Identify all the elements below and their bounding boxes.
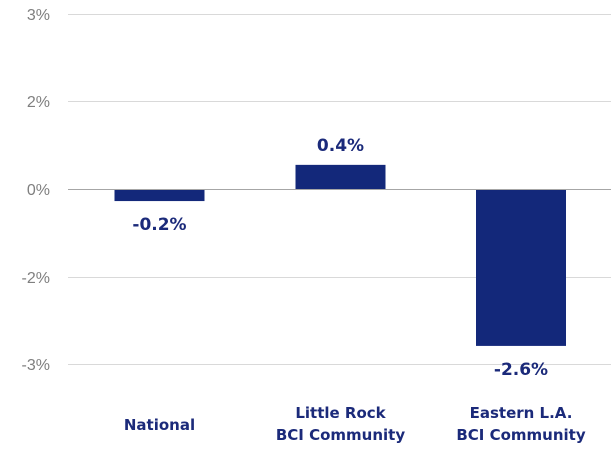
category-label: BCI Community	[456, 426, 585, 444]
y-tick-label: -3%	[22, 357, 50, 374]
bars	[114, 164, 566, 346]
y-tick-label: 3%	[27, 7, 50, 24]
bar	[295, 164, 386, 189]
category-labels: National Little Rock BCI Community Eastern …	[124, 404, 586, 444]
category-label: Eastern L.A.	[470, 404, 573, 422]
category-label: National	[124, 416, 195, 434]
bar	[114, 189, 205, 202]
y-tick-label: 2%	[27, 94, 50, 111]
y-tick-label: 0%	[27, 182, 50, 199]
gridlines	[68, 14, 611, 365]
category-label: BCI Community	[276, 426, 405, 444]
bar	[476, 189, 566, 346]
data-label: 0.4%	[317, 136, 364, 156]
y-axis-tick-labels: 3% 2% 0% -2% -3%	[22, 7, 50, 374]
category-label: Little Rock	[295, 404, 386, 422]
data-label: -0.2%	[132, 215, 186, 235]
y-tick-label: -2%	[22, 270, 50, 287]
data-labels: -0.2% 0.4% -2.6%	[132, 136, 548, 380]
data-label: -2.6%	[494, 360, 548, 380]
